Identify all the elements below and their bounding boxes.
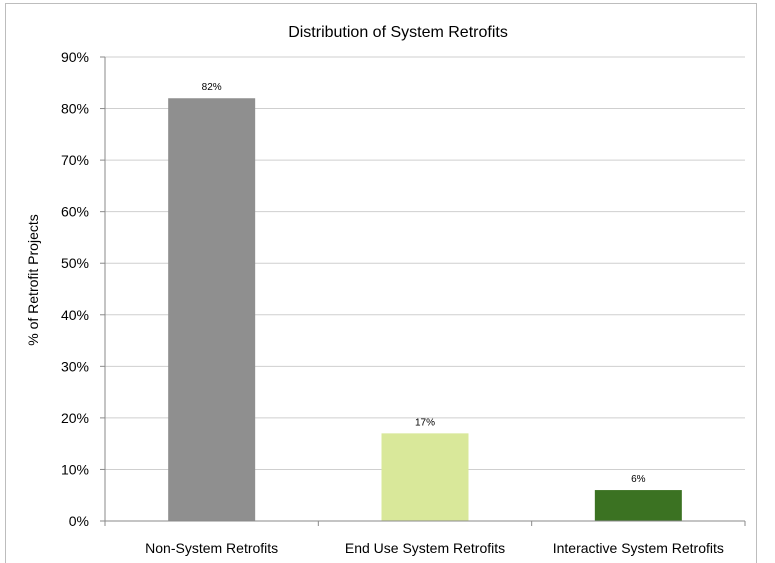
data-label: 6%: [631, 474, 646, 485]
y-tick-label: 20%: [61, 410, 89, 426]
x-category-labels: Non-System Retrofits End Use System Retro…: [145, 540, 724, 556]
y-tick-label: 50%: [61, 255, 89, 271]
y-tick-label: 90%: [61, 49, 89, 65]
chart-title: Distribution of System Retrofits: [288, 24, 508, 41]
x-category-label: Non-System Retrofits: [145, 540, 278, 556]
bar: [594, 490, 682, 521]
y-tick-labels: 0% 10% 20% 30% 40% 50% 60% 70% 80% 90%: [61, 49, 89, 529]
bars: [168, 98, 682, 521]
y-tick-label: 0%: [69, 513, 89, 529]
x-category-label: Interactive System Retrofits: [553, 540, 724, 556]
y-tick-label: 40%: [61, 307, 89, 323]
data-labels: 82% 17% 6%: [202, 82, 646, 485]
data-label: 82%: [202, 82, 222, 93]
data-label: 17%: [415, 417, 435, 428]
y-tick-label: 30%: [61, 358, 89, 374]
y-axis-label: % of Retrofit Projects: [25, 214, 41, 346]
bar: [168, 98, 256, 521]
y-tick-label: 80%: [61, 101, 89, 117]
y-tick-label: 10%: [61, 461, 89, 477]
x-category-label: End Use System Retrofits: [345, 540, 505, 556]
y-tick-label: 70%: [61, 152, 89, 168]
y-tick-label: 60%: [61, 204, 89, 220]
axes: [100, 56, 746, 526]
bar: [381, 433, 469, 521]
